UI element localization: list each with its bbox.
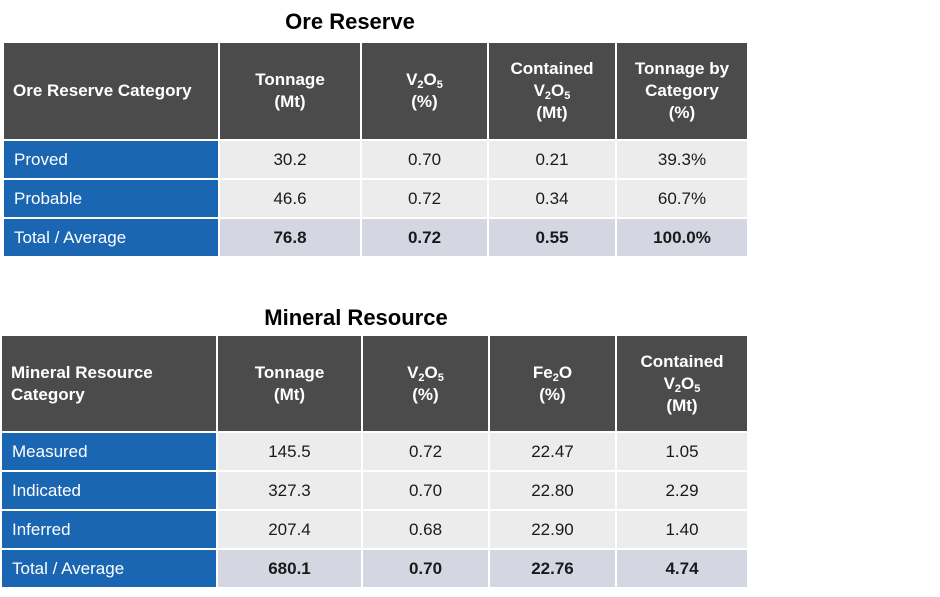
- header-tonnage-line2: (Mt): [274, 92, 306, 111]
- formula-o: O: [423, 70, 437, 89]
- cell-contained: 0.55: [487, 217, 617, 258]
- cell-contained: 1.05: [615, 431, 749, 472]
- header-row: Ore Reserve Category Tonnage (Mt) V2O5 (…: [2, 41, 749, 141]
- formula-o: O: [681, 373, 695, 393]
- cell-v2o5: 0.72: [360, 178, 489, 219]
- formula-sub: 5: [694, 382, 701, 395]
- row-label: Measured: [0, 431, 218, 472]
- row-label: Indicated: [0, 470, 218, 511]
- mineral-resource-title: Mineral Resource: [264, 305, 448, 330]
- formula-sub: 2: [552, 371, 559, 384]
- table-row-total: Total / Average 680.1 0.70 22.76 4.74: [0, 548, 749, 589]
- formula-o: O: [424, 362, 438, 382]
- cell-tonnage: 145.5: [216, 431, 363, 472]
- row-label: Proved: [2, 139, 220, 180]
- formula-o: O: [551, 81, 565, 100]
- header-v2o5-unit: (%): [412, 384, 439, 404]
- header-tonnage-by-category: Tonnage by Category (%): [615, 41, 749, 141]
- header-category-line1: Mineral Resource: [11, 362, 153, 382]
- header-ore-reserve-category: Ore Reserve Category: [2, 41, 220, 141]
- header-tonnage: Tonnage (Mt): [218, 41, 362, 141]
- header-tonnage-line2: (Mt): [273, 384, 306, 404]
- formula-sub: 2: [674, 382, 682, 395]
- cell-pct: 39.3%: [615, 139, 749, 180]
- header-tbc-line1: Tonnage by: [634, 59, 730, 78]
- cell-v2o5: 0.68: [361, 509, 490, 550]
- formula-sub: 2: [544, 90, 552, 102]
- header-tbc-unit: (%): [668, 103, 696, 122]
- header-tbc-line2: Category: [645, 81, 719, 100]
- table-row-proved: Proved 30.2 0.70 0.21 39.3%: [2, 139, 749, 180]
- header-tonnage-line1: Tonnage: [254, 362, 325, 382]
- header-tonnage: Tonnage (Mt): [216, 334, 363, 433]
- formula-sub: 2: [417, 79, 424, 91]
- header-contained-line1: Contained: [510, 59, 594, 78]
- mineral-resource-table: Mineral Resource Category Tonnage (Mt) V…: [0, 334, 749, 589]
- table-row-measured: Measured 145.5 0.72 22.47 1.05: [0, 431, 749, 472]
- formula-sub: 5: [564, 90, 571, 102]
- header-v2o5: V2O5 (%): [360, 41, 489, 141]
- cell-contained: 4.74: [615, 548, 749, 589]
- cell-pct: 100.0%: [615, 217, 749, 258]
- row-label: Probable: [2, 178, 220, 219]
- cell-tonnage: 76.8: [218, 217, 362, 258]
- formula-v: V: [663, 373, 675, 393]
- formula-o: O: [558, 362, 573, 382]
- formula-sub: 2: [418, 371, 425, 384]
- ore-reserve-table: Ore Reserve Category Tonnage (Mt) V2O5 (…: [2, 41, 749, 258]
- cell-contained: 0.21: [487, 139, 617, 180]
- formula-sub: 5: [437, 371, 444, 384]
- header-contained-unit: (Mt): [536, 103, 568, 122]
- formula-v: V: [533, 81, 545, 100]
- header-v2o5: V2O5 (%): [361, 334, 490, 433]
- header-v2o5-unit: (%): [411, 92, 438, 111]
- cell-pct: 60.7%: [615, 178, 749, 219]
- cell-fe2o: 22.80: [488, 470, 617, 511]
- table-row-inferred: Inferred 207.4 0.68 22.90 1.40: [0, 509, 749, 550]
- cell-contained: 0.34: [487, 178, 617, 219]
- cell-contained: 2.29: [615, 470, 749, 511]
- cell-fe2o: 22.47: [488, 431, 617, 472]
- row-label: Total / Average: [2, 217, 220, 258]
- formula-sub: 5: [436, 79, 443, 91]
- table-row-probable: Probable 46.6 0.72 0.34 60.7%: [2, 178, 749, 219]
- table-row-indicated: Indicated 327.3 0.70 22.80 2.29: [0, 470, 749, 511]
- header-category-line2: Category: [11, 384, 85, 404]
- cell-tonnage: 46.6: [218, 178, 362, 219]
- header-tonnage-line1: Tonnage: [255, 70, 325, 89]
- header-fe2o-unit: (%): [539, 384, 566, 404]
- header-contained-v2o5: Contained V2O5 (Mt): [487, 41, 617, 141]
- header-mineral-resource-category: Mineral Resource Category: [0, 334, 218, 433]
- cell-v2o5: 0.70: [361, 548, 490, 589]
- formula-v: V: [407, 362, 419, 382]
- row-label: Total / Average: [0, 548, 218, 589]
- cell-tonnage: 30.2: [218, 139, 362, 180]
- cell-v2o5: 0.72: [360, 217, 489, 258]
- cell-v2o5: 0.72: [361, 431, 490, 472]
- cell-fe2o: 22.90: [488, 509, 617, 550]
- ore-reserve-title: Ore Reserve: [285, 9, 415, 34]
- cell-contained: 1.40: [615, 509, 749, 550]
- table-row-total: Total / Average 76.8 0.72 0.55 100.0%: [2, 217, 749, 258]
- cell-tonnage: 680.1: [216, 548, 363, 589]
- row-label: Inferred: [0, 509, 218, 550]
- cell-v2o5: 0.70: [361, 470, 490, 511]
- cell-fe2o: 22.76: [488, 548, 617, 589]
- header-row: Mineral Resource Category Tonnage (Mt) V…: [0, 334, 749, 433]
- cell-v2o5: 0.70: [360, 139, 489, 180]
- formula-v: V: [406, 70, 418, 89]
- cell-tonnage: 207.4: [216, 509, 363, 550]
- header-contained-unit: (Mt): [666, 395, 698, 415]
- formula-fe: Fe: [532, 362, 553, 382]
- header-fe2o: Fe2O (%): [488, 334, 617, 433]
- cell-tonnage: 327.3: [216, 470, 363, 511]
- header-contained-line1: Contained: [640, 351, 724, 371]
- header-contained-v2o5: Contained V2O5 (Mt): [615, 334, 749, 433]
